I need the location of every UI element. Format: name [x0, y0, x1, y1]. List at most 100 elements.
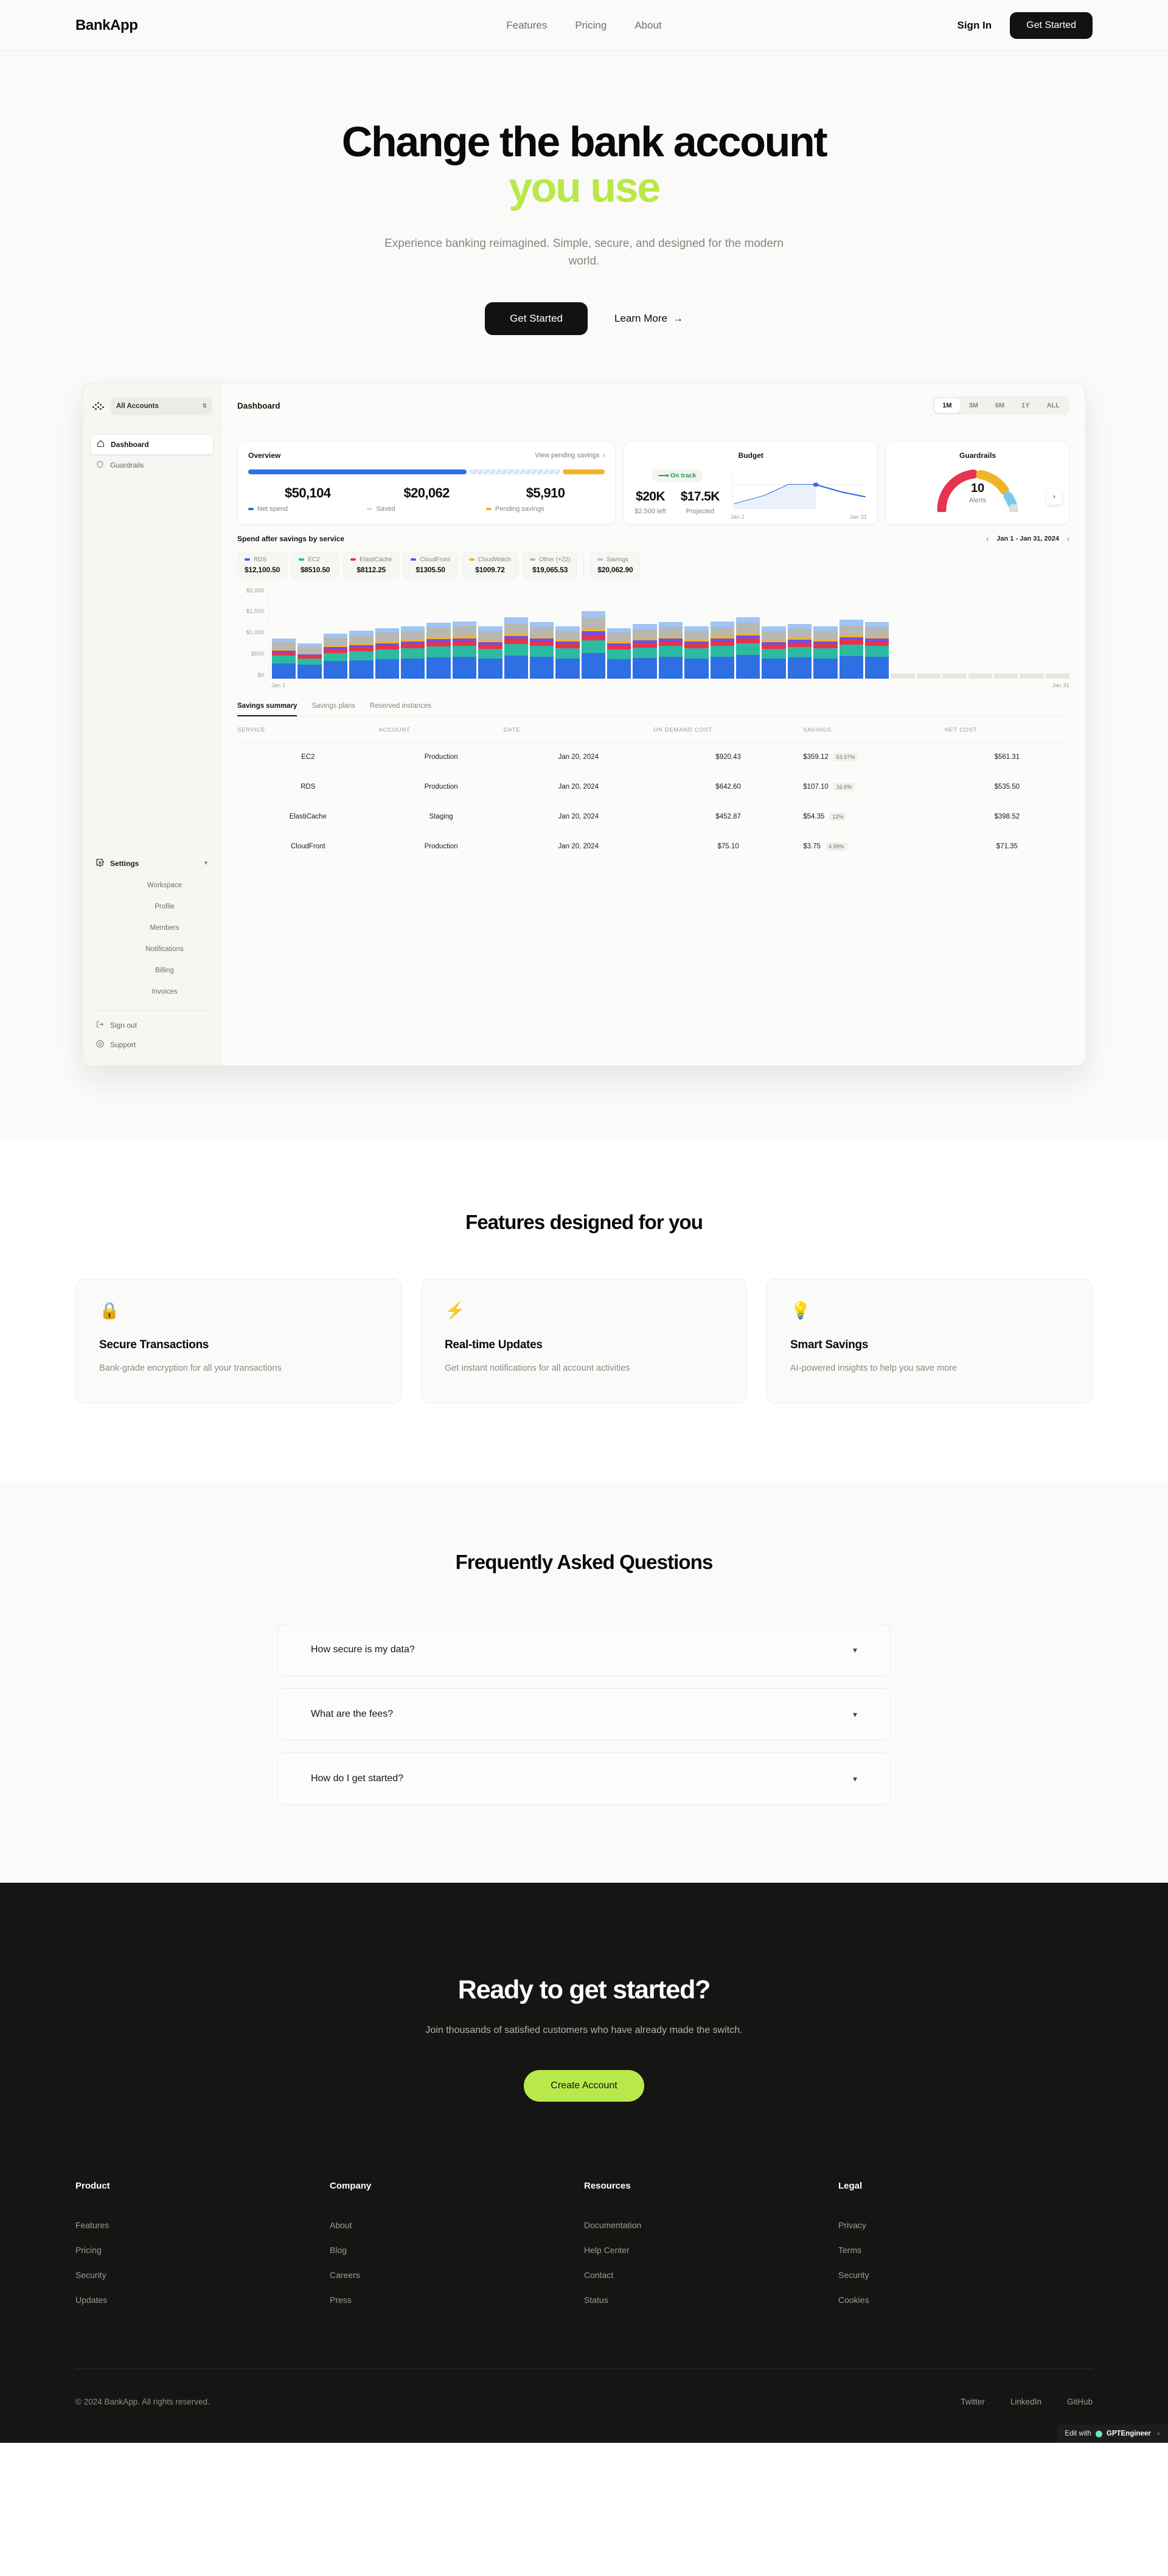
footer-link-updates[interactable]: Updates	[75, 2295, 108, 2305]
sidebar-subitem-billing[interactable]: Billing	[155, 966, 174, 974]
date-prev-button[interactable]: ‹	[986, 534, 989, 543]
chart-bar-segment	[478, 642, 502, 645]
legend-chip-cloudwatch[interactable]: CloudWatch $1009.72	[461, 551, 518, 579]
budget-amount-block: $20K $2,500 left	[634, 490, 666, 515]
faq-item-security[interactable]: How secure is my data? ▾	[277, 1624, 891, 1677]
chart-bar-segment	[736, 643, 760, 656]
account-selector[interactable]: All Accounts ⇅	[111, 396, 212, 415]
budget-sparkline-svg	[731, 471, 867, 509]
hero-learn-more-link[interactable]: Learn More →	[614, 313, 683, 325]
legend-chip-savings[interactable]: Savings $20,062.90	[590, 551, 641, 579]
chart-bar	[762, 626, 786, 679]
footer-link-pricing[interactable]: Pricing	[75, 2245, 102, 2256]
dashboard-content: Overview View pending savings ›	[221, 429, 1085, 874]
faq-item-fees[interactable]: What are the fees? ▾	[277, 1688, 891, 1741]
footer-link-contact[interactable]: Contact	[584, 2270, 614, 2280]
footer-link-status[interactable]: Status	[584, 2295, 608, 2305]
chevron-right-icon: ›	[1053, 493, 1055, 500]
view-pending-savings-link[interactable]: View pending savings ›	[535, 452, 605, 459]
tab-savings-plans[interactable]: Savings plans	[311, 702, 356, 710]
cell-on-demand-cost: $452.87	[653, 802, 804, 832]
chart-bar	[272, 638, 296, 679]
footer-link-careers[interactable]: Careers	[330, 2270, 360, 2280]
chart-bar-segment	[787, 638, 812, 640]
legend-chip-other[interactable]: Other (+22) $19,065.53	[523, 551, 578, 579]
footer-link-about[interactable]: About	[330, 2220, 352, 2231]
table-row[interactable]: EC2 Production Jan 20, 2024 $920.43 $359.12 6…	[237, 742, 1069, 772]
app-logo-icon	[91, 400, 105, 413]
legend-chip-cloudfront[interactable]: CloudFront $1305.50	[403, 551, 457, 579]
legend-chip-name-row: Other (+22)	[530, 556, 570, 563]
range-tab-3m[interactable]: 3M	[968, 402, 978, 410]
nav-link-pricing[interactable]: Pricing	[575, 19, 607, 31]
legend-chip-rds[interactable]: RDS $12,100.50	[237, 551, 288, 579]
budget-numbers: $20K $2,500 left $17.5K Projected	[634, 490, 720, 515]
chart-bar-segment	[581, 631, 606, 635]
close-icon[interactable]: ×	[1156, 2431, 1160, 2437]
social-link-linkedin[interactable]: LinkedIn	[1010, 2397, 1041, 2407]
guardrails-next-button[interactable]: ›	[1046, 488, 1063, 505]
faq-item-get-started[interactable]: How do I get started? ▾	[277, 1753, 891, 1806]
overview-stats: $50,104 Net spend $20,062	[248, 485, 605, 513]
chart-bar-segment	[581, 611, 606, 618]
chart-bar-segment	[839, 635, 863, 637]
brand-logo[interactable]: BankApp	[75, 16, 138, 33]
nav-link-about[interactable]: About	[634, 19, 662, 31]
chart-bar-segment	[529, 627, 554, 637]
footer-link-security[interactable]: Security	[75, 2270, 106, 2280]
chart-bar-segment	[607, 628, 631, 633]
footer-link-blog[interactable]: Blog	[330, 2245, 347, 2256]
legend-chip-elasticache[interactable]: ElastiCache $8112.25	[343, 551, 400, 579]
sidebar-subitem-members[interactable]: Members	[150, 924, 179, 932]
range-tab-1y[interactable]: 1Y	[1021, 402, 1030, 410]
footer-link-features[interactable]: Features	[75, 2220, 109, 2231]
footer-link-privacy[interactable]: Privacy	[838, 2220, 866, 2231]
chart-bar-segment	[633, 629, 657, 639]
social-link-twitter[interactable]: Twitter	[961, 2397, 985, 2407]
sidebar-item-guardrails[interactable]: Guardrails	[90, 455, 214, 476]
spend-chart-x-axis: Jan 1 Jan 31	[269, 682, 1069, 689]
footer-link-cookies[interactable]: Cookies	[838, 2295, 869, 2305]
range-tab-6m[interactable]: 6M	[995, 402, 1005, 410]
table-row[interactable]: ElastiCache Staging Jan 20, 2024 $452.87 $54…	[237, 802, 1069, 832]
nav-link-features[interactable]: Features	[506, 19, 548, 31]
table-row[interactable]: RDS Production Jan 20, 2024 $642.60 $107.10 1…	[237, 772, 1069, 802]
legend-chip-ec2[interactable]: EC2 $8510.50	[291, 551, 339, 579]
sidebar-item-support[interactable]: Support	[96, 1035, 207, 1054]
footer-link-terms[interactable]: Terms	[838, 2245, 862, 2256]
legend-chip-name-row: ElastiCache	[350, 556, 392, 563]
footer-link-documentation[interactable]: Documentation	[584, 2220, 642, 2231]
sidebar-item-dashboard[interactable]: Dashboard	[90, 434, 214, 455]
create-account-button[interactable]: Create Account	[524, 2070, 644, 2102]
chart-bar-segment	[349, 647, 374, 651]
chart-bar-segment	[684, 631, 709, 640]
date-next-button[interactable]: ›	[1067, 534, 1069, 543]
chart-bar-segment	[400, 659, 425, 679]
table-row[interactable]: CloudFront Production Jan 20, 2024 $75.10 $3…	[237, 831, 1069, 862]
sidebar-item-signout[interactable]: Sign out	[96, 1016, 207, 1035]
cell-account: Production	[378, 831, 504, 862]
chart-bar-segment	[375, 649, 399, 660]
sidebar-settings-group[interactable]: Settings ▾	[83, 853, 221, 874]
sign-in-link[interactable]: Sign In	[957, 19, 992, 31]
footer-link-security[interactable]: Security	[838, 2270, 869, 2280]
sidebar-subitem-notifications[interactable]: Notifications	[145, 945, 184, 953]
date-range-label: Jan 1 - Jan 31, 2024	[996, 535, 1059, 542]
chart-bar-segment	[297, 646, 322, 653]
tab-reserved-instances[interactable]: Reserved instances	[370, 702, 432, 710]
social-link-github[interactable]: GitHub	[1066, 2397, 1093, 2407]
header-get-started-button[interactable]: Get Started	[1010, 12, 1093, 39]
sidebar-subitem-profile[interactable]: Profile	[155, 902, 175, 910]
range-tab-1m[interactable]: 1M	[934, 398, 960, 414]
footer-link-help-center[interactable]: Help Center	[584, 2245, 630, 2256]
gauge-center-text: 10 Alerts	[969, 482, 986, 504]
sidebar-subitem-workspace[interactable]: Workspace	[147, 881, 182, 889]
hero-get-started-button[interactable]: Get Started	[485, 302, 588, 335]
chart-bar	[349, 631, 374, 679]
sidebar-subitem-invoices[interactable]: Invoices	[151, 988, 178, 995]
budget-status-badge: On track	[651, 468, 703, 482]
tab-savings-summary[interactable]: Savings summary	[237, 702, 297, 716]
footer-link-press[interactable]: Press	[330, 2295, 352, 2305]
gpt-engineer-badge[interactable]: Edit with GPTEngineer ×	[1057, 2425, 1168, 2443]
range-tab-all[interactable]: ALL	[1046, 402, 1060, 410]
